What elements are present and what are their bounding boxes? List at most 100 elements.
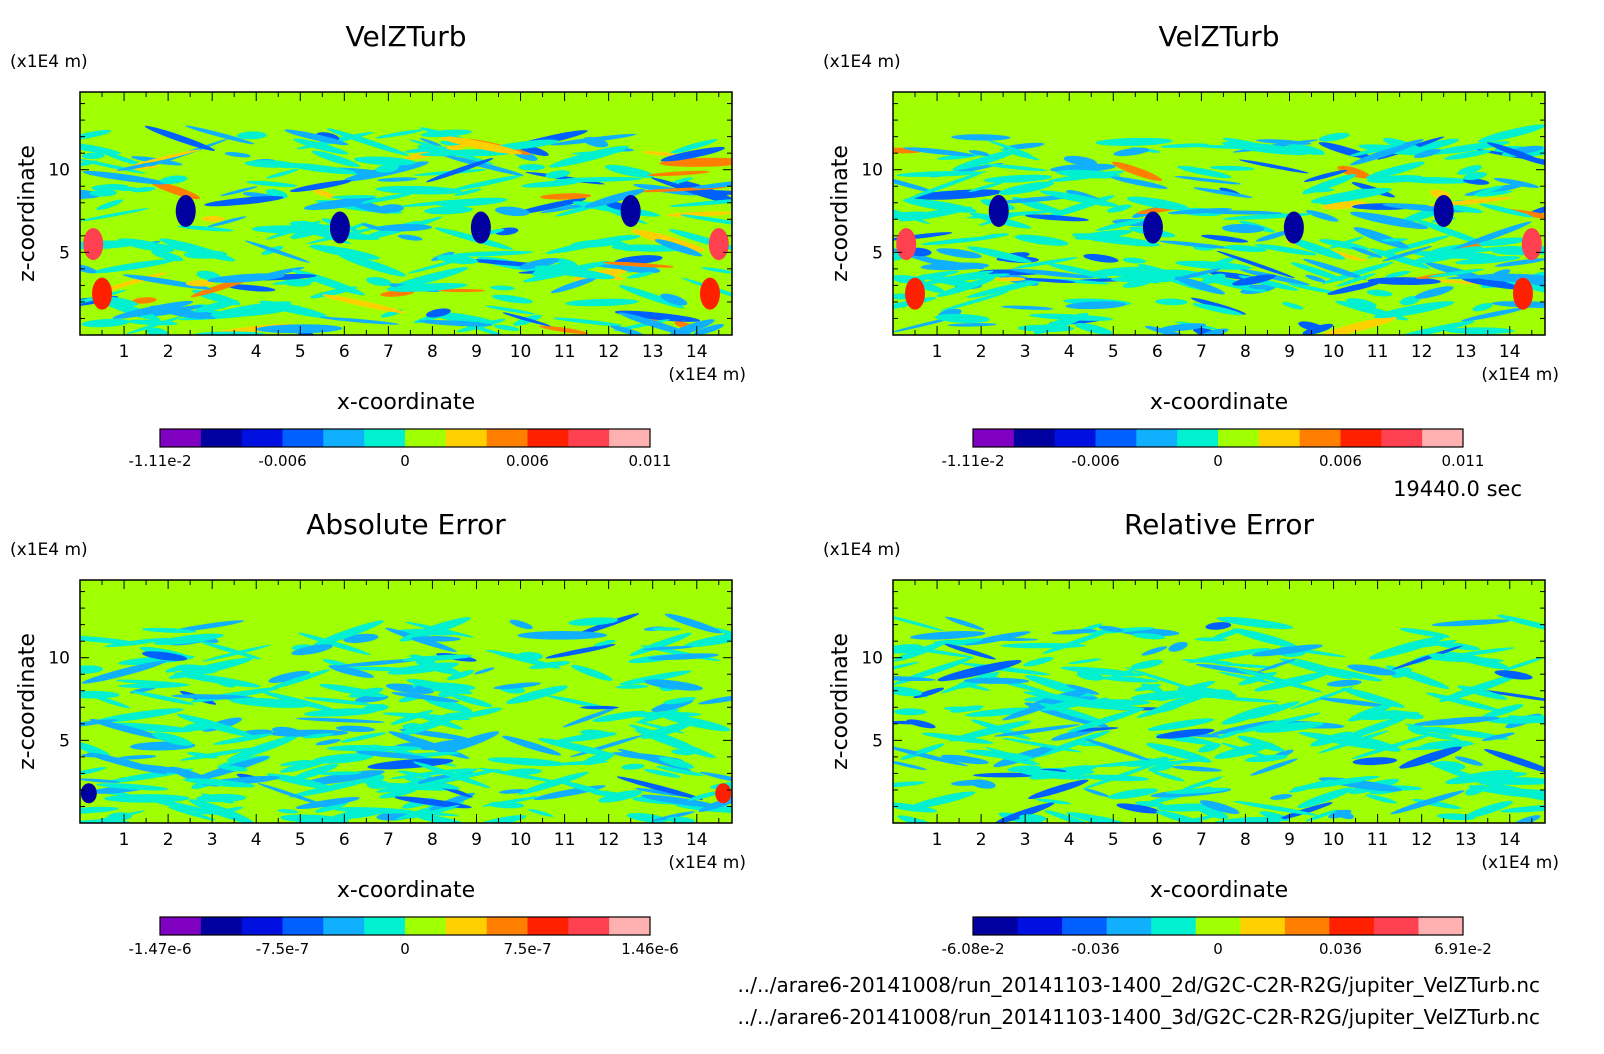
colorbar-swatch xyxy=(200,429,243,447)
file-path-2: ../../arare6-20141008/run_20141103-1400_… xyxy=(738,1005,1540,1029)
x-tick-label: 3 xyxy=(207,830,218,850)
colorbar: -1.47e-6 -7.5e-7 0 7.5e-7 1.46e-6 xyxy=(129,916,679,958)
x-tick-label: 9 xyxy=(471,342,482,362)
time-label: 19440.0 sec xyxy=(1393,477,1522,501)
colorbar-label: 6.91e-2 xyxy=(1434,940,1492,958)
colorbar-swatch xyxy=(200,917,243,935)
colorbar-swatch xyxy=(1195,917,1241,935)
colorbar-swatch xyxy=(609,429,651,447)
colorbar-swatch xyxy=(160,429,202,447)
colorbar-swatch xyxy=(973,429,1015,447)
colorbar-swatch xyxy=(1373,917,1419,935)
colorbar-label: -7.5e-7 xyxy=(256,940,309,958)
y-unit-label: (x1E4 m) xyxy=(823,540,901,560)
y-axis-label: z-coordinate xyxy=(828,633,853,770)
colorbar-swatch xyxy=(486,429,528,447)
y-tick-label: 10 xyxy=(861,161,883,181)
y-unit-label: (x1E4 m) xyxy=(10,540,88,560)
x-tick-label: 7 xyxy=(383,830,394,850)
x-tick-label: 1 xyxy=(932,830,943,850)
x-tick-label: 2 xyxy=(976,830,987,850)
panel-3: Absolute Error(x1E4 m)1 2 3 4 5 6 7 8 9 10 11 12 13 1… xyxy=(10,508,746,958)
x-axis-label: x-coordinate xyxy=(337,390,475,415)
colorbar-swatch xyxy=(973,917,1019,935)
y-axis-label: z-coordinate xyxy=(15,145,40,282)
colorbar-swatch xyxy=(1422,429,1464,447)
colorbar-label: -0.006 xyxy=(258,452,306,470)
x-tick-label: 3 xyxy=(1020,830,1031,850)
colorbar-label: -1.47e-6 xyxy=(129,940,192,958)
panel-title: Absolute Error xyxy=(306,508,506,541)
file-path-1: ../../arare6-20141008/run_20141103-1400_… xyxy=(738,973,1540,997)
colorbar-swatch xyxy=(282,917,324,935)
colorbar-swatch xyxy=(1240,917,1286,935)
colorbar-swatch xyxy=(1418,917,1464,935)
x-tick-label: 10 xyxy=(1323,830,1345,850)
x-tick-label: 8 xyxy=(427,342,438,362)
colorbar-label: -0.036 xyxy=(1071,940,1119,958)
x-tick-label: 13 xyxy=(1455,830,1477,850)
colorbar-label: 0 xyxy=(1213,940,1223,958)
x-tick-label: 5 xyxy=(295,830,306,850)
heatmap-structures xyxy=(80,613,732,823)
x-tick-label: 4 xyxy=(1064,342,1075,362)
y-unit-label: (x1E4 m) xyxy=(823,52,901,72)
x-tick-label: 5 xyxy=(295,342,306,362)
x-tick-label: 9 xyxy=(1284,830,1295,850)
colorbar-swatch xyxy=(1284,917,1330,935)
panel-title: Relative Error xyxy=(1124,508,1315,541)
colorbar-label: 0.006 xyxy=(506,452,549,470)
colorbar-swatch xyxy=(364,429,406,447)
x-tick-label: 1 xyxy=(119,342,130,362)
x-tick-label: 12 xyxy=(598,830,620,850)
colorbar-swatch xyxy=(1095,429,1137,447)
x-tick-label: 1 xyxy=(119,830,130,850)
colorbar-swatch xyxy=(405,917,447,935)
colorbar-swatch xyxy=(1218,429,1260,447)
x-unit-label: (x1E4 m) xyxy=(668,365,746,385)
colorbar: -6.08e-2 -0.036 0 0.036 6.91e-2 xyxy=(942,916,1492,958)
colorbar-swatch xyxy=(486,917,528,935)
x-axis-label: x-coordinate xyxy=(1150,390,1288,415)
x-tick-label: 10 xyxy=(1323,342,1345,362)
x-tick-label: 11 xyxy=(554,830,576,850)
y-tick-label: 5 xyxy=(872,731,883,751)
colorbar: -1.11e-2 -0.006 0 0.006 0.011 xyxy=(129,428,671,470)
x-tick-label: 14 xyxy=(686,830,708,850)
colorbar-label: -6.08e-2 xyxy=(942,940,1005,958)
x-tick-label: 10 xyxy=(510,342,532,362)
colorbar-swatch xyxy=(405,429,447,447)
colorbar-swatch xyxy=(323,429,365,447)
y-tick-label: 10 xyxy=(48,649,70,669)
colorbar-swatch xyxy=(1062,917,1108,935)
heatmap-field xyxy=(893,580,1545,823)
y-tick-label: 10 xyxy=(48,161,70,181)
x-tick-label: 13 xyxy=(1455,342,1477,362)
x-tick-label: 5 xyxy=(1108,342,1119,362)
x-tick-label: 7 xyxy=(1196,342,1207,362)
colorbar: -1.11e-2 -0.006 0 0.006 0.011 xyxy=(942,428,1484,470)
colorbar-label: 0 xyxy=(1213,452,1223,470)
colorbar-label: 1.46e-6 xyxy=(621,940,679,958)
x-tick-label: 4 xyxy=(251,830,262,850)
x-axis-label: x-coordinate xyxy=(337,878,475,903)
colorbar-label: 0 xyxy=(400,940,410,958)
colorbar-swatch xyxy=(527,429,569,447)
colorbar-label: 0.036 xyxy=(1319,940,1362,958)
colorbar-label: -1.11e-2 xyxy=(129,452,192,470)
x-tick-label: 8 xyxy=(427,830,438,850)
panel-4: Relative Error(x1E4 m)1 2 3 4 5 6 7 8 9 10 11 12 13 1… xyxy=(823,508,1559,958)
x-tick-label: 12 xyxy=(1411,342,1433,362)
heatmap-structures xyxy=(893,124,1545,335)
colorbar-swatch xyxy=(609,917,651,935)
x-unit-label: (x1E4 m) xyxy=(668,853,746,873)
x-tick-label: 9 xyxy=(471,830,482,850)
colorbar-swatch xyxy=(445,917,488,935)
colorbar-label: -1.11e-2 xyxy=(942,452,1005,470)
colorbar-swatch xyxy=(1177,429,1219,447)
colorbar-swatch xyxy=(1340,429,1382,447)
x-tick-label: 2 xyxy=(976,342,987,362)
colorbar-swatch xyxy=(241,429,283,447)
x-tick-label: 3 xyxy=(207,342,218,362)
colorbar-label: -0.006 xyxy=(1071,452,1119,470)
